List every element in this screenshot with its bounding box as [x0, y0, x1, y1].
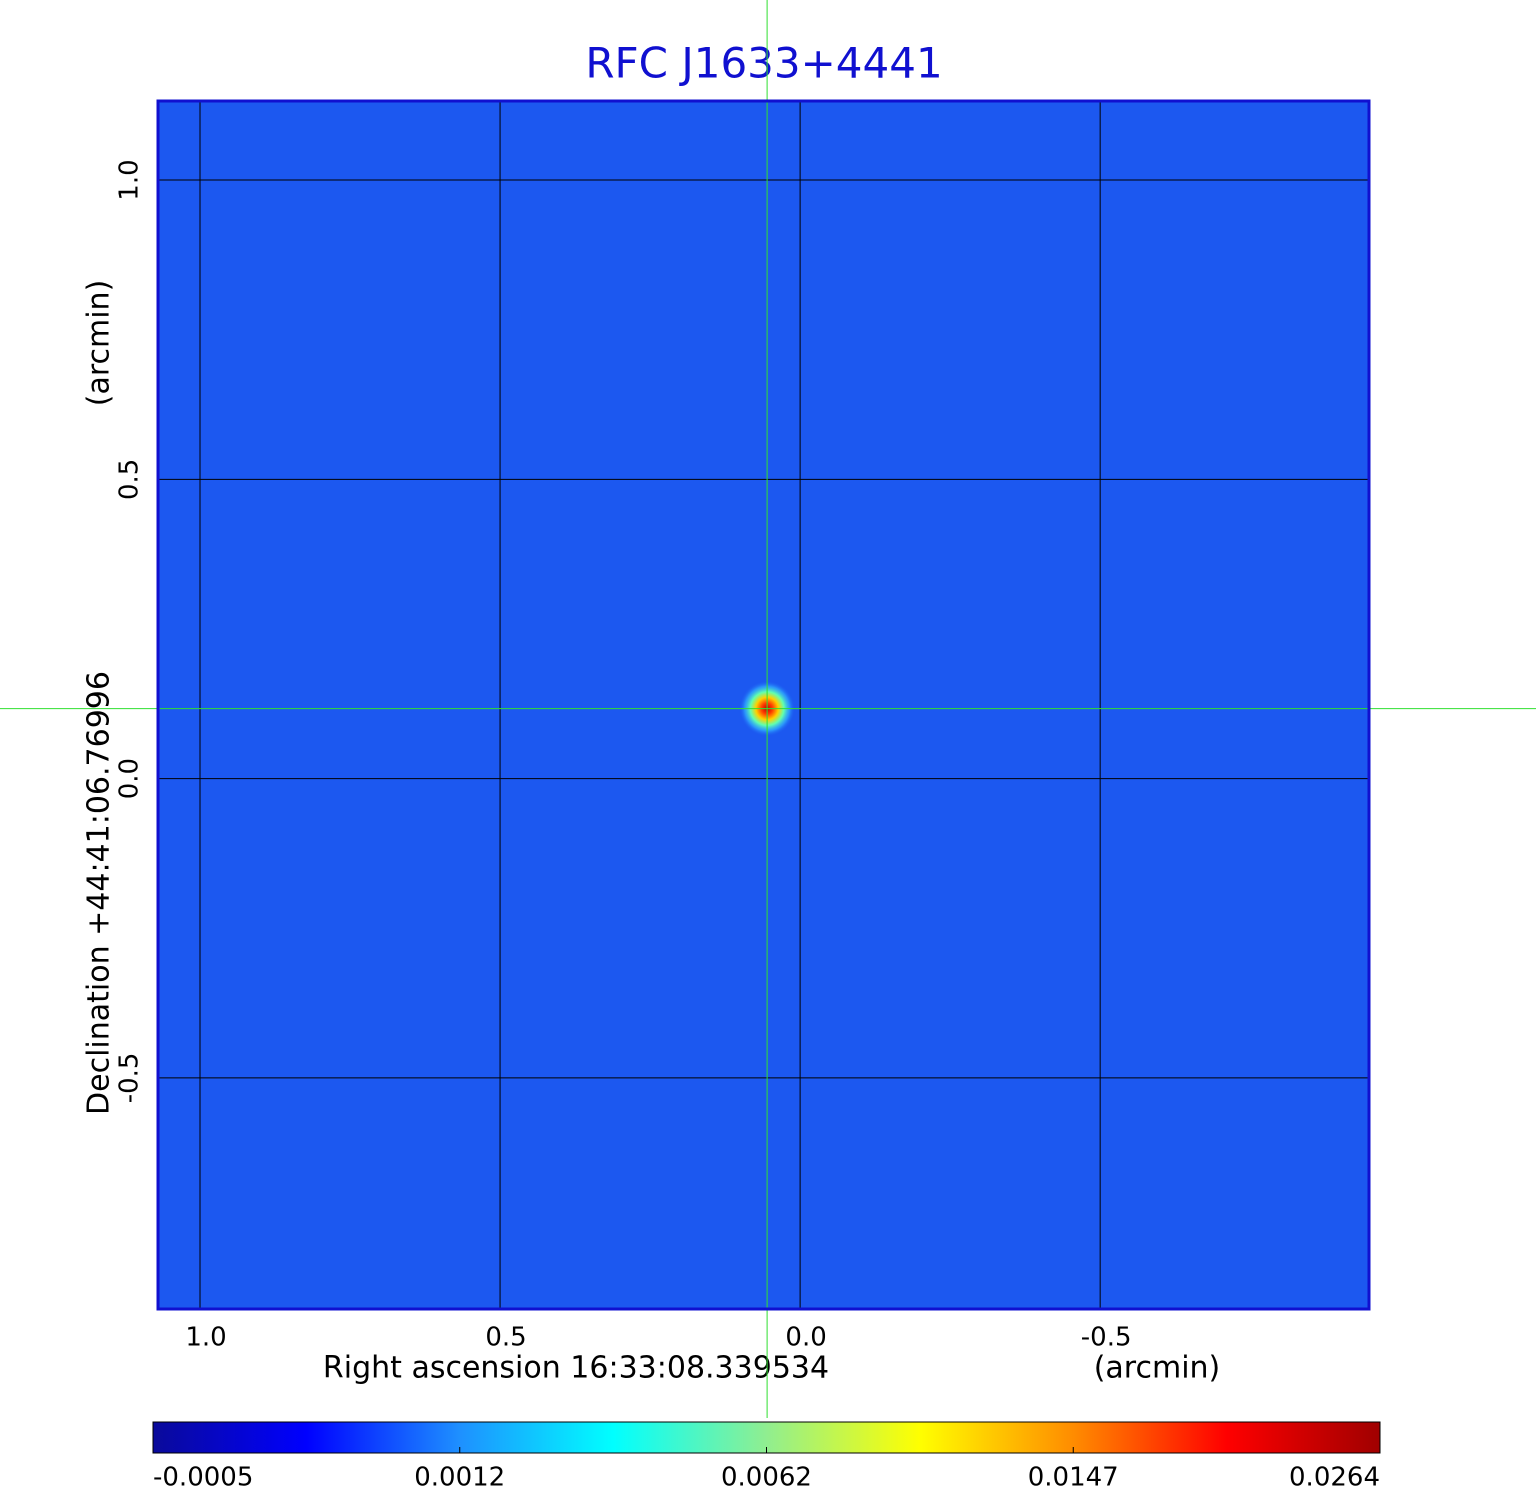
y-axis-unit: (arcmin) [82, 280, 117, 407]
x-axis-label: Right ascension 16:33:08.339534 [323, 1351, 829, 1386]
x-tick-label: 1.0 [185, 1323, 226, 1353]
x-axis-unit: (arcmin) [1094, 1351, 1221, 1386]
x-tick-label: -0.5 [1081, 1323, 1132, 1353]
colorbar-tick-label: 0.0062 [721, 1463, 812, 1493]
y-tick-label: 1.0 [115, 159, 145, 200]
colorbar-tick-label: -0.0005 [153, 1463, 253, 1493]
colorbar-tick-label: 0.0012 [414, 1463, 505, 1493]
y-axis-label: Declination +44:41:06.76996 [82, 671, 117, 1115]
chart-title: RFC J1633+4441 [585, 39, 942, 88]
frame [156, 99, 1371, 1311]
colorbar-tick-label: 0.0264 [1289, 1463, 1380, 1493]
y-tick-label: 0.0 [115, 758, 145, 799]
x-tick-label: 0.0 [785, 1323, 826, 1353]
x-tick-label: 0.5 [485, 1323, 526, 1353]
y-tick-label: -0.5 [115, 1053, 145, 1104]
y-tick-label: 0.5 [115, 459, 145, 500]
colorbar-tick-label: 0.0147 [1028, 1463, 1119, 1493]
